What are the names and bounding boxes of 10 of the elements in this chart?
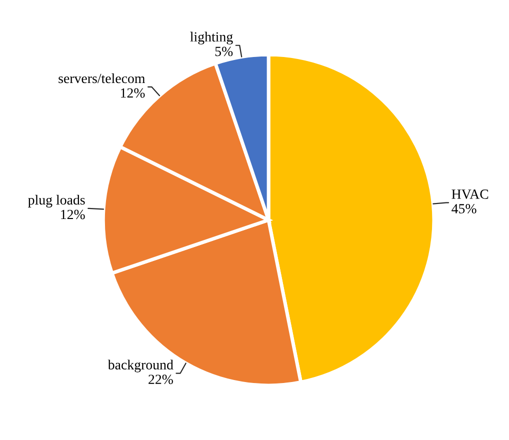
data-label: 45% [452,204,476,214]
data-label: 5% [215,46,233,56]
data-label: 12% [61,210,85,220]
slice-label: lighting [190,32,233,44]
slice-label: background [108,360,174,372]
slice-label: plug loads [28,194,85,208]
slice-label: servers/telecom [58,73,146,84]
data-label: 12% [121,88,145,98]
slice-label: HVAC [452,190,488,199]
data-label: 22% [148,374,173,384]
